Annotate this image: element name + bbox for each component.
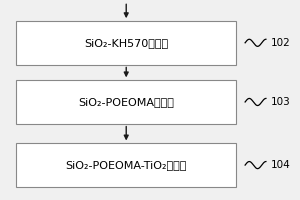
Text: SiO₂-KH570的制备: SiO₂-KH570的制备: [84, 38, 168, 48]
Text: SiO₂-POEOMA的制备: SiO₂-POEOMA的制备: [78, 97, 174, 107]
FancyBboxPatch shape: [16, 80, 236, 124]
Text: 104: 104: [270, 160, 290, 170]
Text: SiO₂-POEOMA-TiO₂的制备: SiO₂-POEOMA-TiO₂的制备: [65, 160, 187, 170]
Text: 103: 103: [270, 97, 290, 107]
FancyBboxPatch shape: [16, 143, 236, 187]
FancyBboxPatch shape: [16, 21, 236, 64]
Text: 102: 102: [270, 38, 290, 48]
